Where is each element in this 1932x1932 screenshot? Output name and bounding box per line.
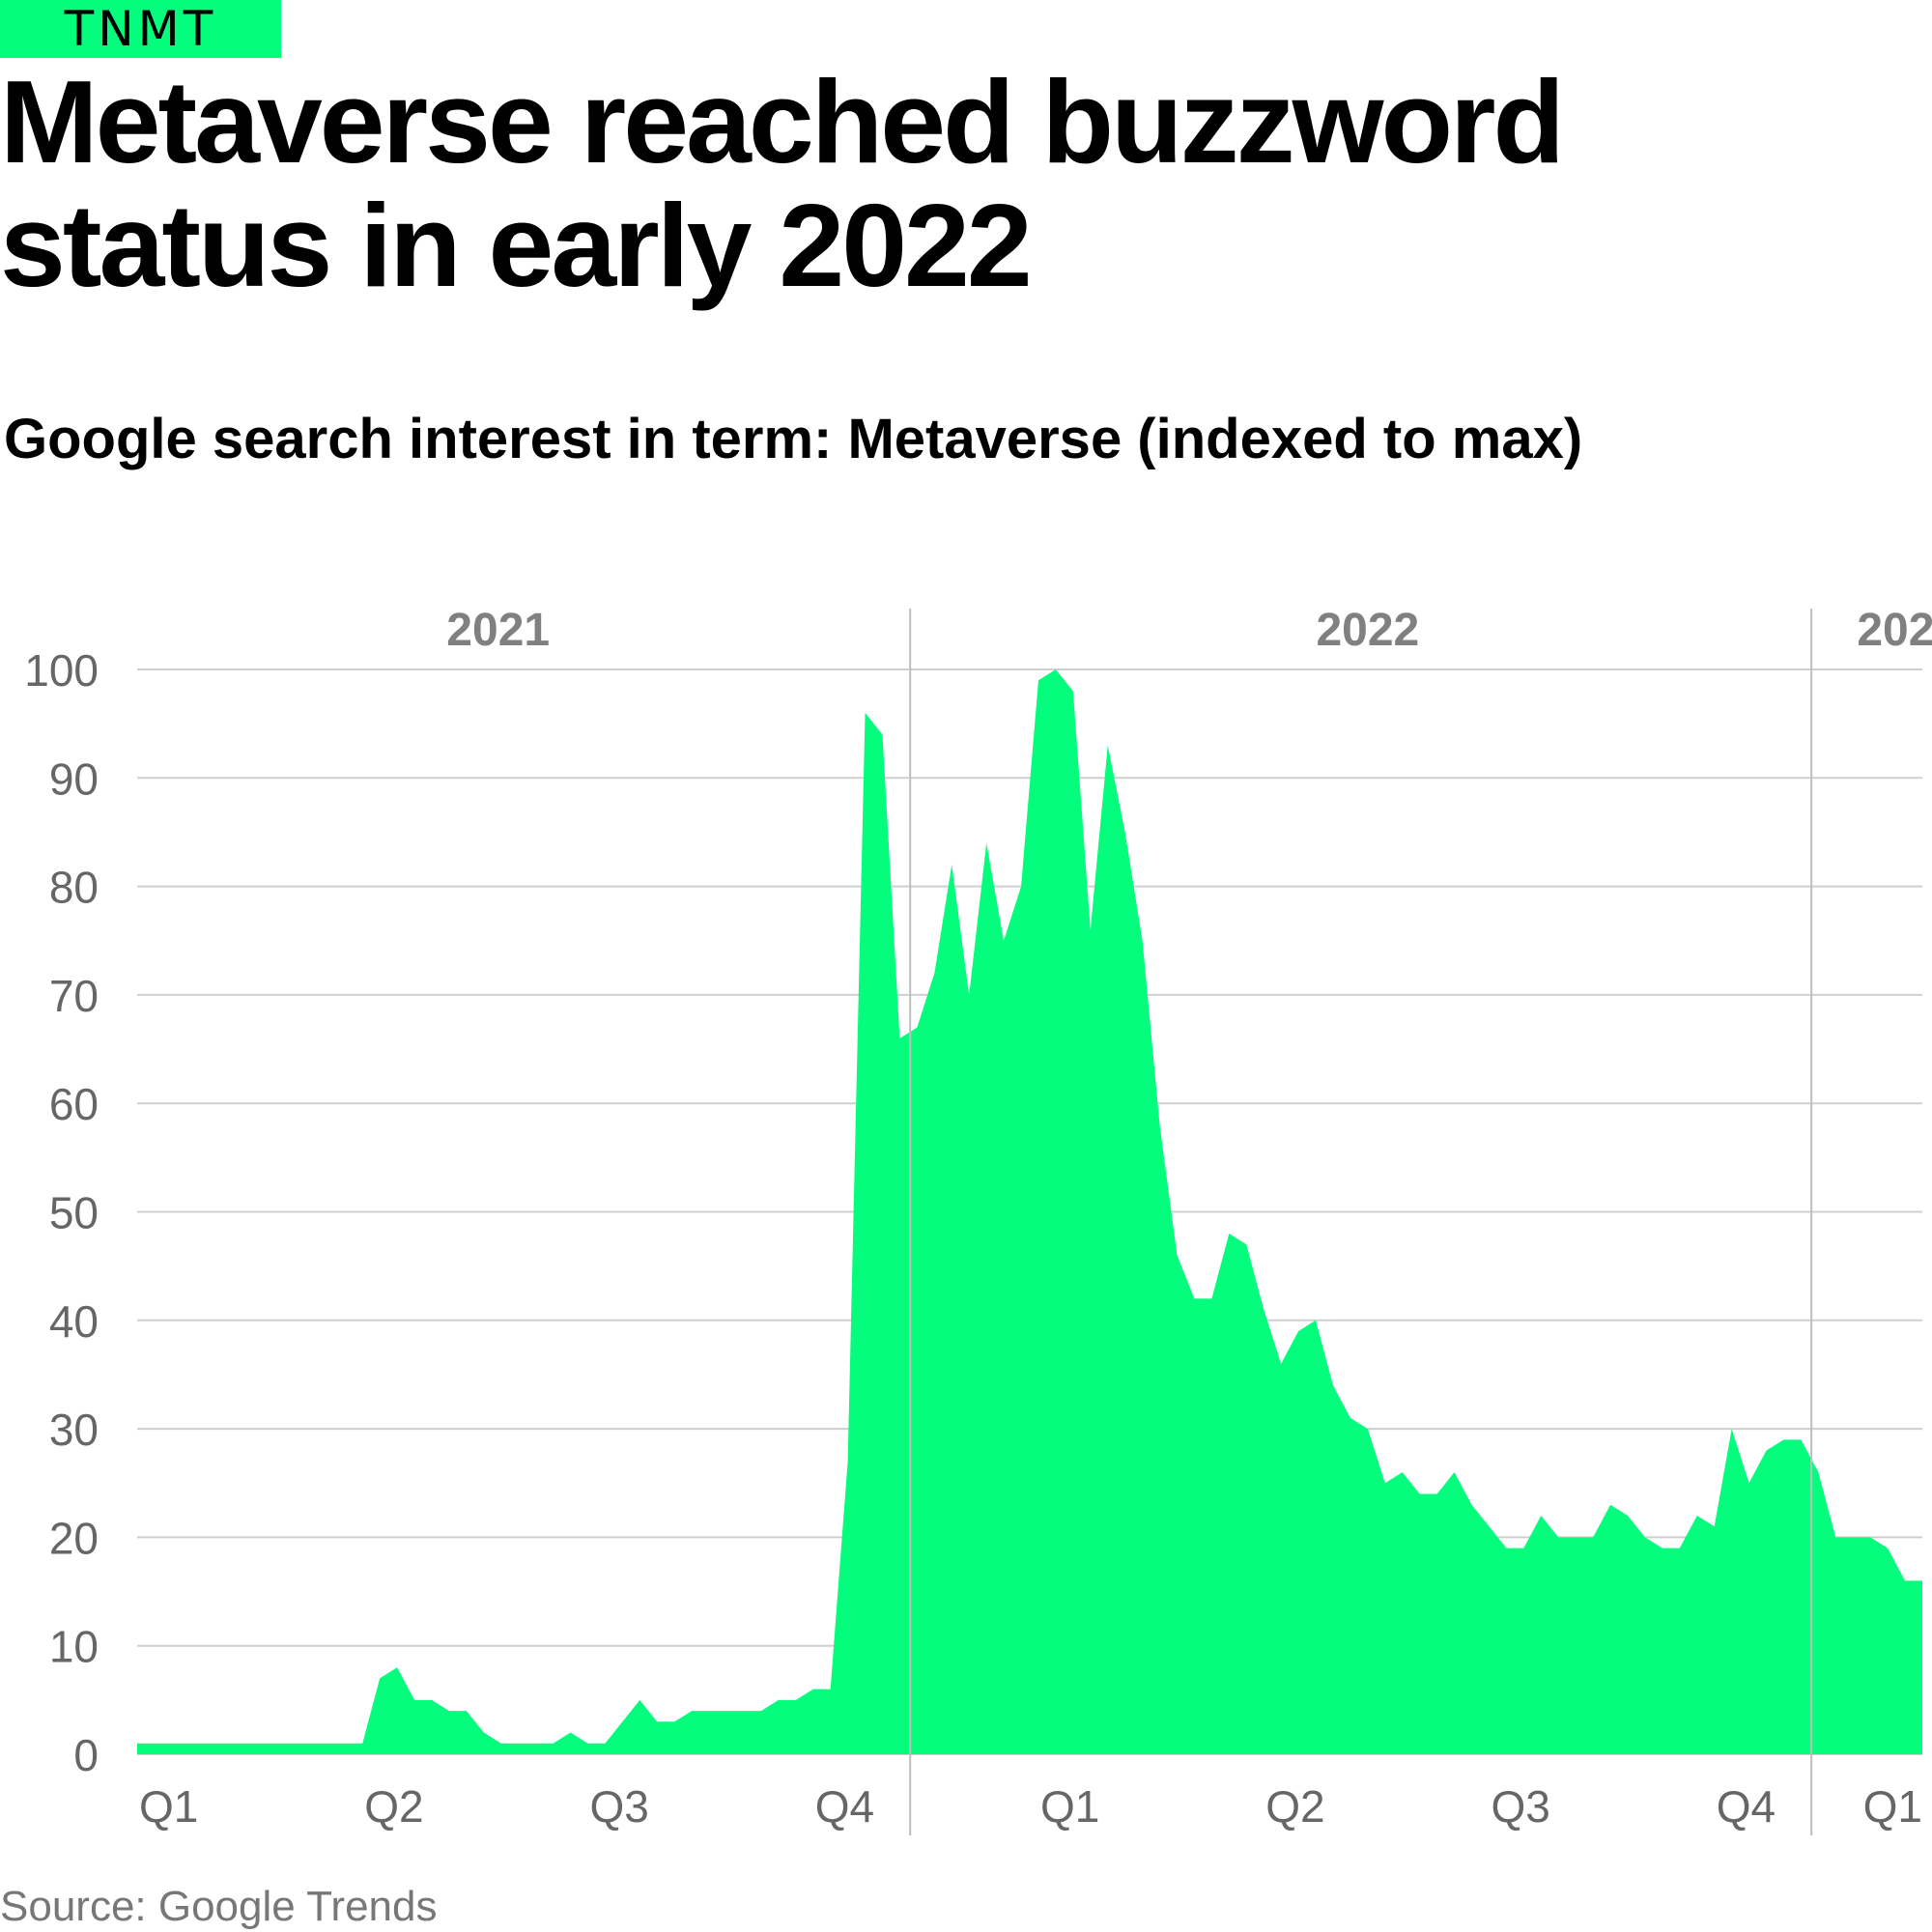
- x-tick-label: Q1: [139, 1781, 198, 1832]
- y-tick-label: 10: [49, 1622, 99, 1672]
- y-tick-label: 20: [49, 1513, 99, 1563]
- y-tick-label: 70: [49, 971, 99, 1021]
- year-label: 2023: [1857, 605, 1932, 656]
- brand-name: TNMT: [64, 1, 217, 57]
- y-tick-label: 60: [49, 1079, 99, 1129]
- x-tick-label: Q1: [1863, 1781, 1922, 1832]
- x-tick-label: Q2: [1265, 1781, 1324, 1832]
- year-divider-layer: 2021 2022 2023: [446, 605, 1932, 1835]
- x-tick-label: Q1: [1040, 1781, 1099, 1832]
- x-tick-layer: Q1 Q2 Q3 Q4 Q1 Q2 Q3 Q4 Q1: [139, 1781, 1922, 1832]
- y-tick-layer: 0 10 20 30 40 50 60 70 80 90 100: [24, 645, 99, 1780]
- x-tick-label: Q3: [1491, 1781, 1549, 1832]
- year-label: 2021: [446, 605, 550, 656]
- area-chart: 2021 2022 2023 0 10 20 30 40 50 60 70 80 90 100 Q1 Q2…: [24, 605, 1932, 1835]
- x-tick-label: Q2: [364, 1781, 423, 1832]
- y-tick-label: 40: [49, 1296, 99, 1347]
- y-tick-label: 0: [73, 1730, 99, 1780]
- y-tick-label: 90: [49, 753, 99, 804]
- x-tick-label: Q4: [815, 1781, 874, 1832]
- page-title: Metaverse reached buzzword status in ear…: [0, 56, 1565, 311]
- year-label: 2022: [1316, 605, 1419, 656]
- x-tick-label: Q3: [589, 1781, 648, 1832]
- brand-logo: TNMT: [0, 0, 281, 58]
- area-layer: [137, 669, 1922, 1754]
- y-tick-label: 100: [24, 645, 99, 696]
- x-tick-label: Q4: [1717, 1781, 1776, 1832]
- y-tick-label: 30: [49, 1405, 99, 1455]
- y-tick-label: 80: [49, 863, 99, 913]
- chart-title: Google search interest in term: Metavers…: [4, 408, 1583, 470]
- series-area: [137, 669, 1922, 1754]
- y-tick-label: 50: [49, 1188, 99, 1238]
- source-note: Source: Google Trends: [0, 1883, 438, 1930]
